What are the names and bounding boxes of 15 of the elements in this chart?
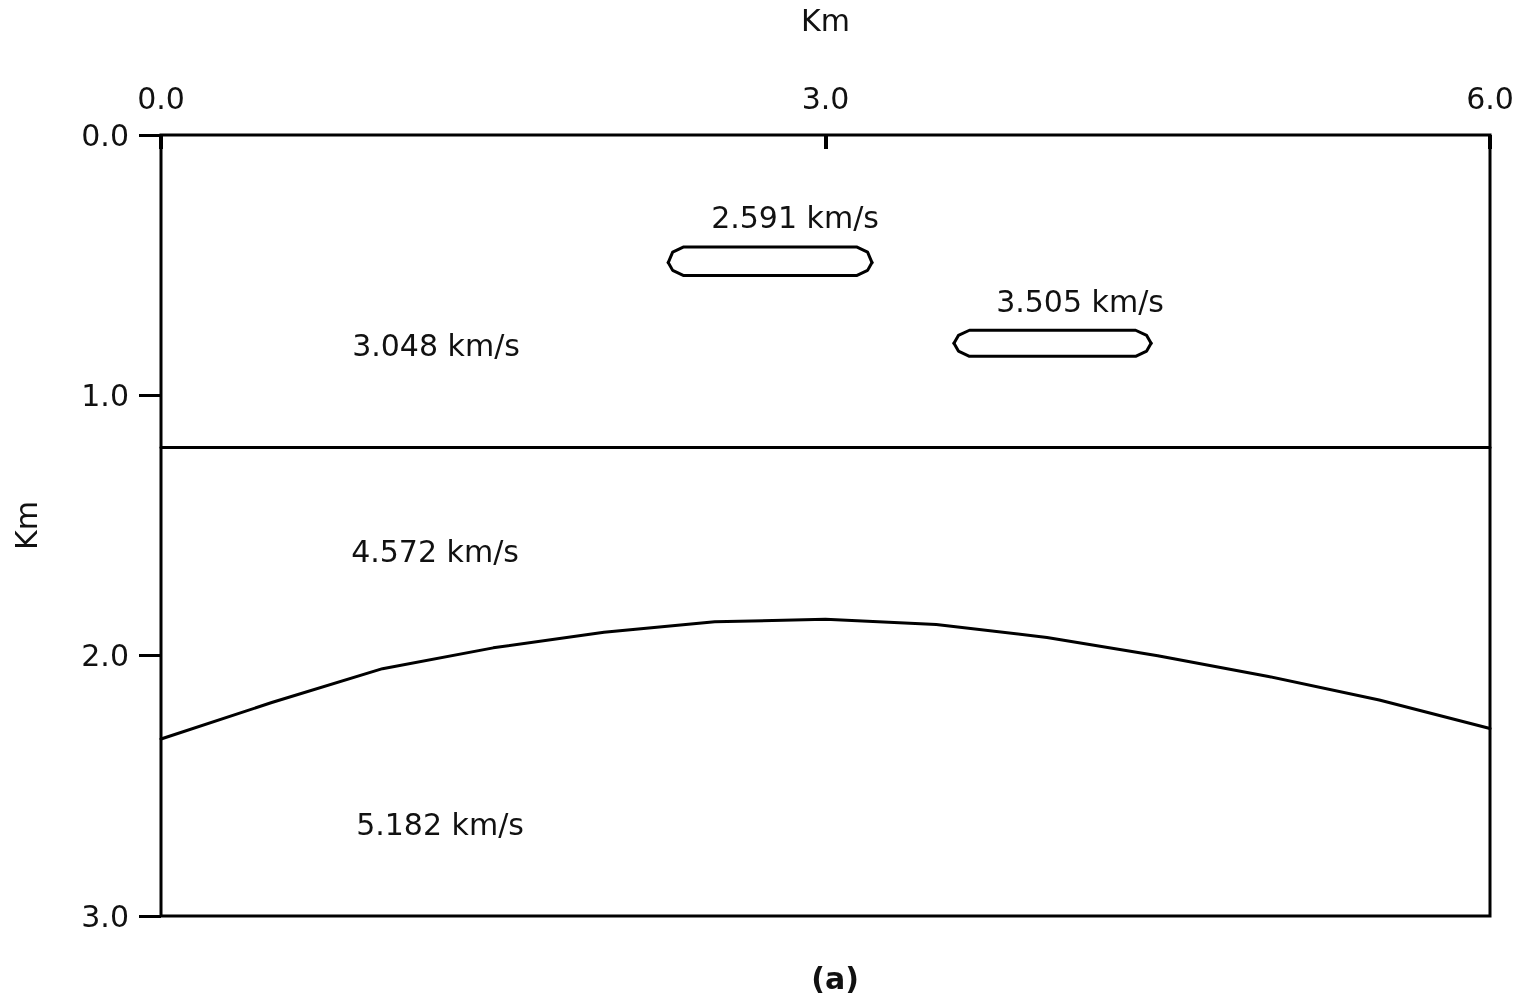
y-axis-title: Km <box>8 501 44 550</box>
y-tick-label: 0.0 <box>81 117 129 153</box>
annotation: 2.591 km/s <box>711 199 879 235</box>
y-tick-label: 2.0 <box>81 638 129 674</box>
annotation: 3.505 km/s <box>996 283 1164 319</box>
annotation: 4.572 km/s <box>351 533 519 569</box>
annotation: 5.182 km/s <box>356 806 524 842</box>
x-axis-title: Km <box>801 2 850 38</box>
y-tick-label: 3.0 <box>81 898 129 934</box>
y-tick-label: 1.0 <box>81 377 129 413</box>
x-tick-label: 6.0 <box>1466 80 1514 116</box>
x-tick-label: 3.0 <box>801 80 850 116</box>
text: (a) <box>811 960 859 996</box>
x-tick-label: 0.0 <box>137 80 185 116</box>
annotation: 3.048 km/s <box>352 327 520 363</box>
